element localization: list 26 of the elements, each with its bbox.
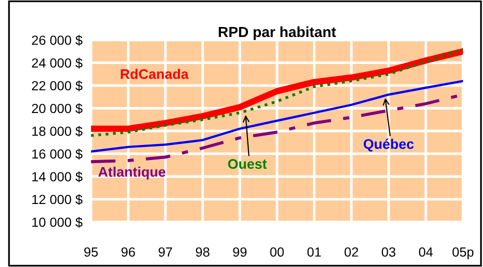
y-tick-label: 14 000 $ — [32, 172, 82, 182]
y-tick-label: 22 000 $ — [32, 80, 82, 92]
y-tick-label: 20 000 $ — [32, 103, 82, 114]
x-tick-label: 97 — [158, 247, 172, 257]
line-series — [91, 80, 463, 153]
y-tick-label: 18 000 $ — [32, 126, 82, 137]
x-tick-label: 04 — [418, 247, 433, 257]
text: Québec — [364, 138, 414, 152]
x-tick-label: 05p — [452, 247, 474, 260]
x-tick-label: 03 — [382, 247, 396, 257]
text: Ouest — [228, 159, 267, 169]
x-tick-label: 01 — [307, 247, 321, 257]
y-tick-label: 24 000 $ — [32, 58, 82, 68]
x-tick-label: 02 — [344, 247, 358, 257]
x-tick-label: 99 — [233, 247, 247, 257]
x-tick-label: 98 — [196, 247, 210, 257]
text: RdCanada — [120, 68, 189, 79]
x-tick-label: 95 — [84, 247, 98, 257]
series-label: Atlantique — [98, 166, 166, 180]
x-tick-label: 96 — [121, 247, 135, 257]
y-tick-label: 16 000 $ — [32, 148, 82, 160]
y-tick-label: 12 000 $ — [32, 194, 82, 205]
chart-title: RPD par habitant — [218, 26, 336, 40]
y-tick-label: 10 000 $ — [32, 217, 82, 228]
x-tick-label: 00 — [270, 247, 284, 257]
y-tick-label: 26 000 $ — [32, 35, 82, 46]
